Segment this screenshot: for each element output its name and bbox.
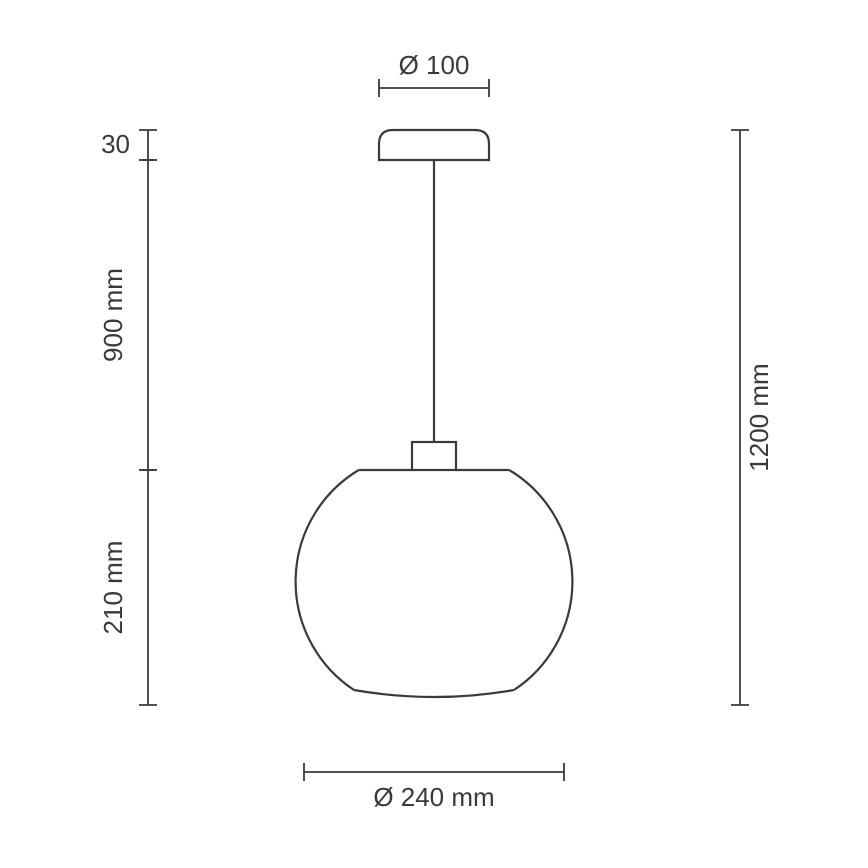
- canopy-outline: [379, 130, 489, 160]
- label-shade-height: 210 mm: [98, 541, 128, 635]
- label-bottom-diameter: Ø 240 mm: [373, 782, 494, 812]
- globe-opening: [354, 690, 514, 697]
- label-total-height: 1200 mm: [744, 363, 774, 471]
- label-cord-height: 900 mm: [98, 268, 128, 362]
- label-canopy-height: 30: [101, 129, 130, 159]
- socket-connector: [412, 442, 456, 470]
- globe-left: [296, 470, 359, 690]
- globe-right: [509, 470, 572, 690]
- label-top-diameter: Ø 100: [399, 50, 470, 80]
- dimension-drawing: Ø 100 Ø 240 mm 1200 mm 30 900 mm 210 mm: [0, 0, 868, 868]
